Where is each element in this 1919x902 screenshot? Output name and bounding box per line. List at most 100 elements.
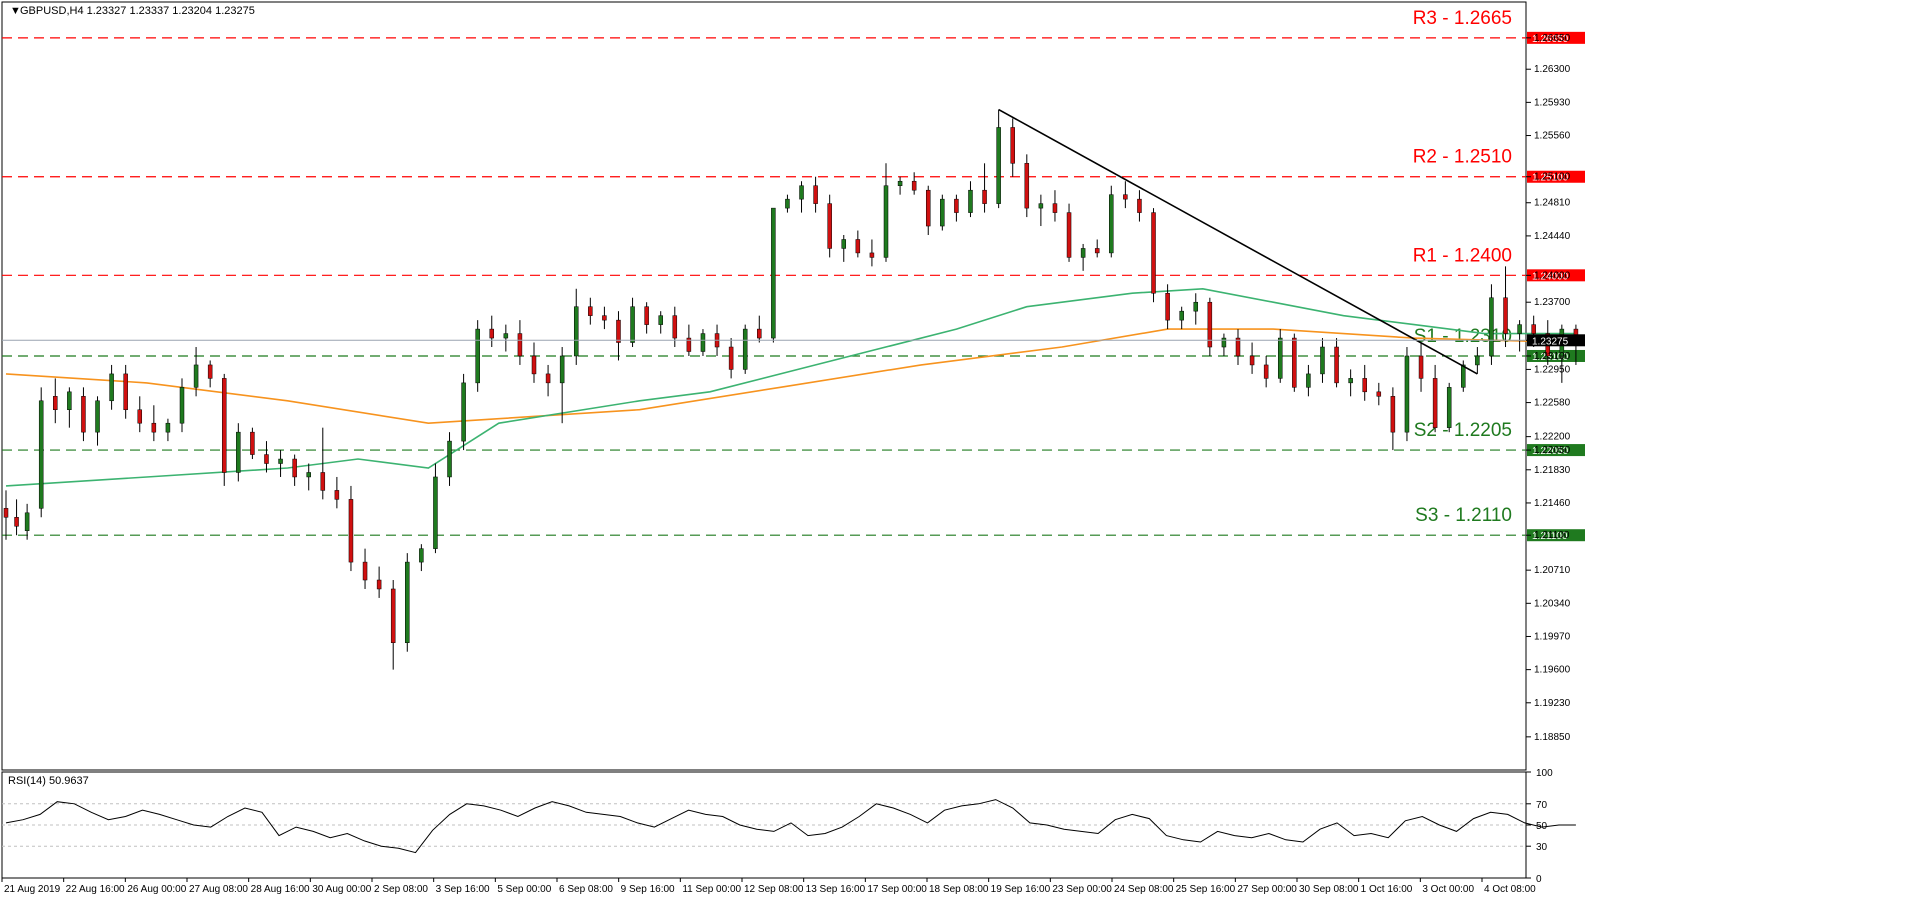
candle-body: [785, 198, 790, 209]
candle: [292, 454, 297, 486]
rsi-tick-label: 70: [1536, 800, 1548, 811]
candle-body: [883, 185, 889, 258]
candle: [968, 181, 973, 218]
level-label-s1: S1 - 1.2310: [1414, 326, 1512, 347]
candle: [1320, 338, 1325, 383]
rsi-pane: 100 70 50 30 0 RSI(14) 50.9637: [2, 768, 1576, 885]
candle-body: [1207, 301, 1213, 348]
candle: [1348, 369, 1353, 397]
candle-body: [1362, 378, 1367, 393]
candle-body: [1179, 310, 1184, 321]
candle: [207, 360, 213, 388]
time-tick-label: 11 Sep 00:00: [682, 884, 741, 895]
candle: [545, 364, 551, 397]
candle: [982, 163, 987, 213]
candle: [799, 181, 804, 213]
price-tick-label: 1.26650: [1534, 33, 1571, 44]
candle: [1052, 190, 1058, 222]
candle-body: [1123, 194, 1128, 200]
candle-body: [419, 548, 424, 563]
candle: [376, 566, 382, 598]
candle-body: [573, 306, 579, 357]
price-tick-label: 1.18850: [1534, 732, 1571, 743]
candle: [869, 239, 875, 267]
candle: [1390, 387, 1396, 451]
candle: [348, 485, 354, 572]
time-tick-label: 28 Aug 16:00: [251, 884, 310, 895]
rsi-tick-label: 30: [1536, 842, 1548, 853]
time-tick-label: 12 Sep 08:00: [744, 884, 804, 895]
price-tick-label: 1.26300: [1534, 64, 1571, 75]
candle: [517, 320, 523, 365]
candle-body: [968, 189, 973, 213]
candle-body: [672, 315, 678, 339]
candle: [264, 441, 269, 473]
candle-body: [264, 454, 269, 464]
candle-body: [841, 239, 847, 249]
price-tick-label: 1.25560: [1534, 131, 1571, 142]
candle: [757, 315, 762, 343]
time-tick-label: 30 Sep 08:00: [1299, 884, 1359, 895]
time-tick-label: 1 Oct 16:00: [1361, 884, 1413, 895]
candle-body: [1390, 396, 1396, 433]
candle-body: [221, 378, 227, 473]
candle-body: [925, 189, 931, 227]
candle: [1503, 266, 1508, 348]
price-tick-label: 1.20710: [1534, 565, 1571, 576]
candle: [841, 234, 847, 262]
candle-body: [1320, 346, 1325, 375]
triangle-down-icon[interactable]: ▼: [10, 5, 21, 17]
candle-body: [362, 561, 368, 581]
moving-average-orange: [5, 328, 1576, 425]
candle-body: [616, 319, 621, 343]
candle-body: [1094, 248, 1100, 254]
candle: [602, 306, 607, 330]
candle: [334, 476, 340, 509]
candle: [883, 163, 889, 262]
candle: [461, 373, 466, 451]
candle: [785, 194, 790, 213]
rsi-tick-label: 100: [1536, 768, 1553, 779]
candle-body: [1277, 337, 1283, 379]
candle-body: [67, 391, 72, 410]
candle-body: [250, 431, 255, 455]
candle-body: [531, 355, 537, 375]
candle-body: [897, 180, 903, 186]
candle: [95, 396, 100, 446]
candle: [1094, 239, 1100, 258]
current-price-tag: [1527, 334, 1585, 347]
candle-body: [658, 315, 663, 325]
candle: [236, 423, 241, 482]
candle: [1517, 320, 1522, 352]
time-tick-label: 27 Sep 00:00: [1237, 884, 1297, 895]
candle: [1123, 181, 1128, 209]
trendline[interactable]: [998, 108, 1478, 375]
level-price-tag-r1: [1527, 269, 1585, 282]
trendline-layer[interactable]: [998, 108, 1478, 375]
candle-body: [1010, 127, 1015, 164]
candle-body: [236, 431, 241, 473]
level-price-tag-text: 1.26650: [1532, 34, 1569, 45]
candle-body: [447, 440, 452, 478]
price-tick-label: 1.22580: [1534, 398, 1571, 409]
candle: [1010, 118, 1015, 177]
candle-body: [320, 472, 326, 491]
candle: [1292, 333, 1297, 392]
candle: [109, 364, 114, 410]
time-tick-label: 25 Sep 16:00: [1176, 884, 1236, 895]
candle-body: [742, 328, 748, 370]
candle: [559, 347, 565, 424]
candle-body: [348, 499, 354, 563]
time-tick-label: 5 Sep 00:00: [497, 884, 551, 895]
candle: [728, 338, 734, 379]
candle-body: [1348, 378, 1353, 384]
candle: [250, 427, 255, 460]
candle-body: [686, 337, 692, 352]
candle-body: [1306, 373, 1311, 388]
candle: [1221, 333, 1227, 356]
candle: [855, 230, 861, 258]
candle: [475, 320, 480, 392]
candle-body: [461, 382, 466, 442]
